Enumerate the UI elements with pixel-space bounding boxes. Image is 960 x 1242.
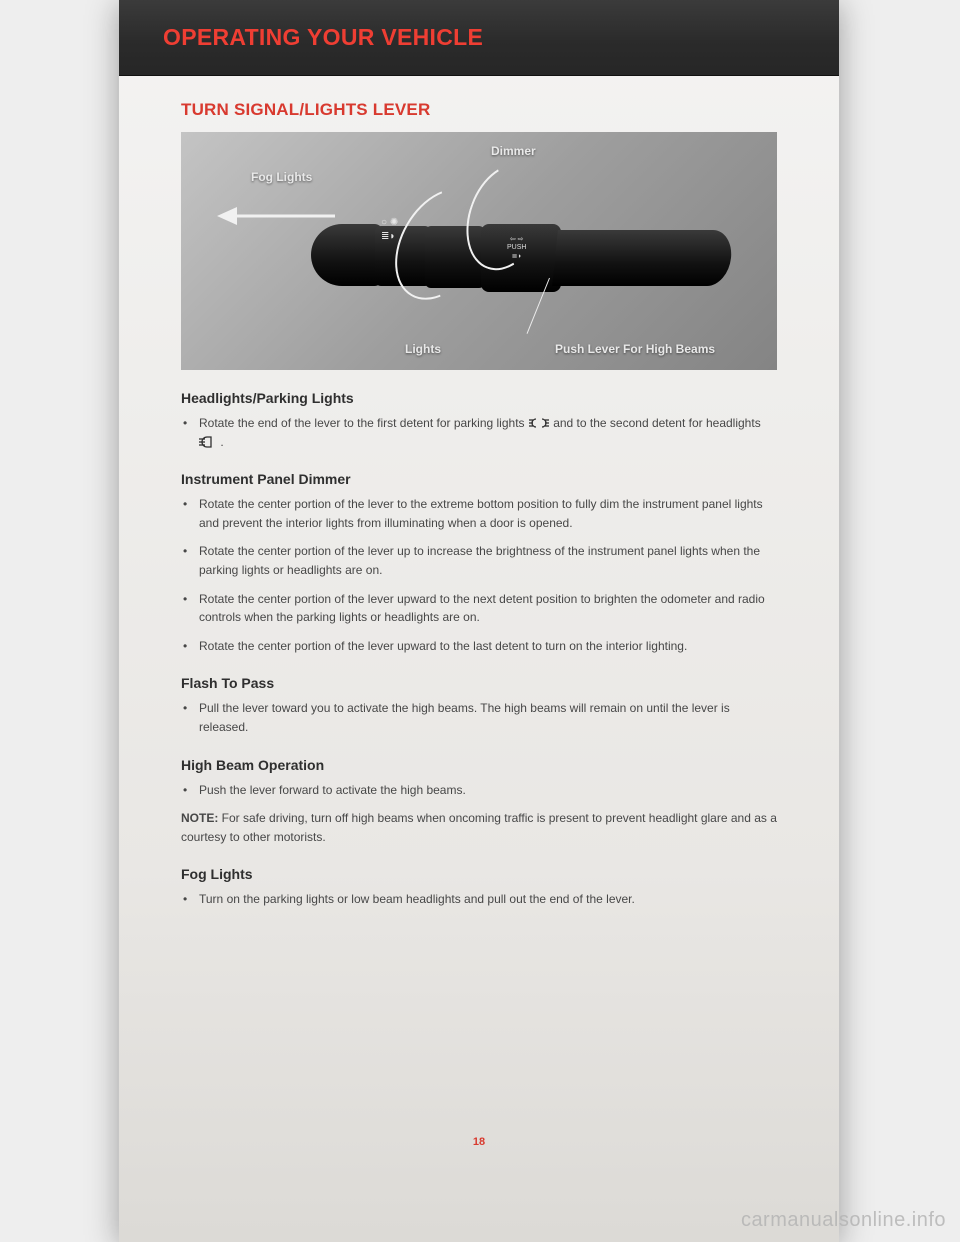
callout-dimmer: Dimmer xyxy=(491,144,536,158)
callout-lights: Lights xyxy=(405,342,441,356)
list-item: Rotate the center portion of the lever u… xyxy=(181,637,777,656)
page-number: 18 xyxy=(119,1136,839,1148)
manual-page: OPERATING YOUR VEHICLE TURN SIGNAL/LIGHT… xyxy=(119,0,839,1242)
list-item: Turn on the parking lights or low beam h… xyxy=(181,890,777,909)
lever-glyphs-row2: ≣◗ xyxy=(381,230,398,244)
list-flash: Pull the lever toward you to activate th… xyxy=(181,699,777,736)
page-content: TURN SIGNAL/LIGHTS LEVER ○ ✺ ≣◗ ⇦ ⇨ PUSH… xyxy=(119,76,839,909)
subhead-highbeam: High Beam Operation xyxy=(181,757,777,773)
text-segment: and to the second detent for headlights xyxy=(553,416,761,430)
lever-symbol-glyphs: ○ ✺ ≣◗ xyxy=(381,216,398,244)
list-highbeam: Push the lever forward to activate the h… xyxy=(181,781,777,800)
headlights-icon xyxy=(199,436,217,448)
list-foglights: Turn on the parking lights or low beam h… xyxy=(181,890,777,909)
subhead-dimmer: Instrument Panel Dimmer xyxy=(181,471,777,487)
subhead-flash: Flash To Pass xyxy=(181,675,777,691)
fog-arrow-icon xyxy=(217,204,337,228)
list-dimmer: Rotate the center portion of the lever t… xyxy=(181,495,777,655)
lever-glyphs-row1: ○ ✺ xyxy=(381,216,398,230)
list-headlights: Rotate the end of the lever to the first… xyxy=(181,414,777,451)
note-label: NOTE: xyxy=(181,811,218,825)
note-highbeam: NOTE: For safe driving, turn off high be… xyxy=(181,809,777,846)
lever-end-cap xyxy=(311,224,383,286)
list-item: Pull the lever toward you to activate th… xyxy=(181,699,777,736)
parking-lights-icon xyxy=(528,417,550,429)
callout-fog-lights: Fog Lights xyxy=(251,170,312,184)
chapter-title: OPERATING YOUR VEHICLE xyxy=(163,24,483,51)
list-item: Push the lever forward to activate the h… xyxy=(181,781,777,800)
list-item: Rotate the center portion of the lever t… xyxy=(181,495,777,532)
subhead-foglights: Fog Lights xyxy=(181,866,777,882)
text-segment: Rotate the end of the lever to the first… xyxy=(199,416,528,430)
subhead-headlights: Headlights/Parking Lights xyxy=(181,390,777,406)
lever-stalk xyxy=(552,230,734,286)
list-item: Rotate the center portion of the lever u… xyxy=(181,590,777,627)
watermark-text: carmanualsonline.info xyxy=(741,1209,946,1232)
note-text: For safe driving, turn off high beams wh… xyxy=(181,811,777,844)
chapter-header-bar: OPERATING YOUR VEHICLE xyxy=(119,0,839,76)
section-title: TURN SIGNAL/LIGHTS LEVER xyxy=(181,100,777,120)
callout-push-high-beams: Push Lever For High Beams xyxy=(555,342,715,356)
list-item: Rotate the end of the lever to the first… xyxy=(181,414,777,451)
text-segment: . xyxy=(220,435,223,449)
lever-figure: ○ ✺ ≣◗ ⇦ ⇨ PUSH ≣◗ Dimmer Fog Lights Lig… xyxy=(181,132,777,370)
list-item: Rotate the center portion of the lever u… xyxy=(181,542,777,579)
